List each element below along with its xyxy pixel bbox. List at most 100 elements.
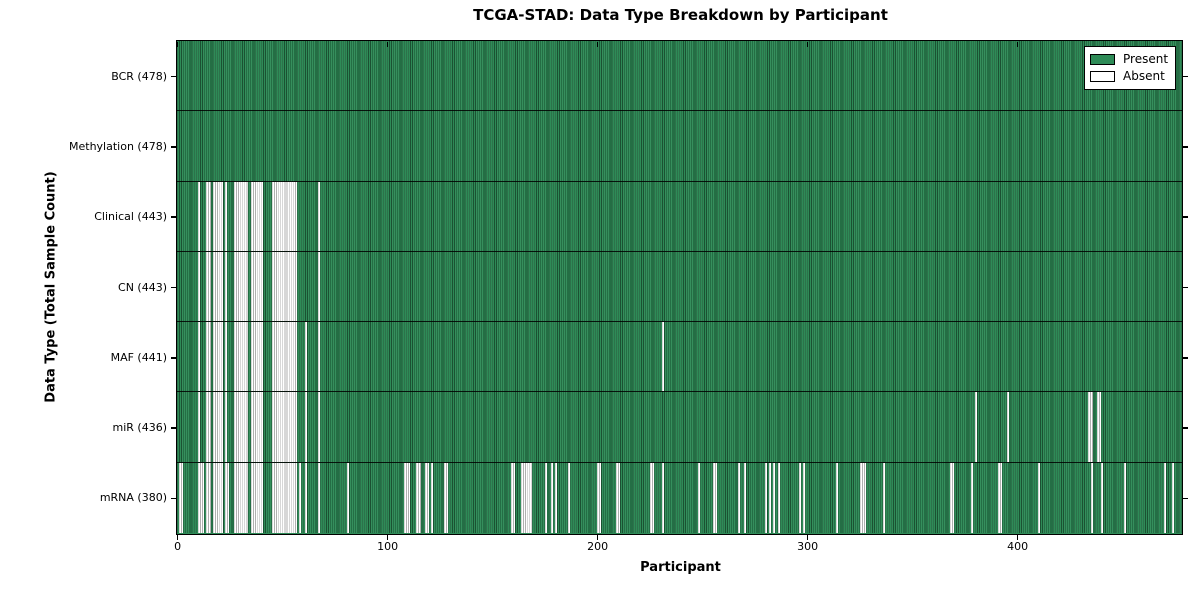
x-tick-mark-top — [806, 41, 809, 47]
absent-segment — [233, 181, 249, 251]
absent-segment — [198, 251, 201, 322]
x-tick-label-300: 300 — [797, 540, 819, 553]
y-tick-label-Clinical: Clinical (443) — [94, 210, 167, 224]
absent-segment — [544, 462, 547, 533]
absent-segment — [250, 251, 264, 322]
absent-segment — [1088, 392, 1093, 462]
y-tick-mark — [171, 286, 176, 289]
absent-segment — [225, 392, 228, 462]
y-tick-mark-right — [1183, 427, 1188, 429]
absent-segment — [198, 462, 205, 533]
legend-absent-label: Absent — [1123, 69, 1165, 83]
x-axis-title: Participant — [640, 560, 721, 575]
absent-segment — [521, 462, 532, 533]
absent-segment — [1164, 462, 1167, 533]
absent-segment — [662, 322, 665, 392]
absent-segment — [777, 462, 780, 533]
x-tick-mark — [596, 535, 599, 540]
heatmap-row-mRNA — [177, 462, 1182, 533]
absent-segment — [510, 462, 516, 533]
x-tick-mark — [806, 535, 809, 540]
y-tick-mark-right — [1183, 75, 1188, 78]
absent-segment — [773, 462, 776, 533]
x-tick-mark — [1016, 535, 1019, 540]
absent-segment — [615, 462, 621, 533]
absent-segment — [1090, 462, 1093, 533]
absent-segment — [233, 322, 249, 392]
absent-segment — [250, 462, 264, 533]
heatmap-row-Methylation — [177, 111, 1182, 182]
absent-segment — [649, 462, 654, 533]
absent-segment — [298, 462, 301, 533]
absent-segment — [1124, 462, 1127, 533]
absent-segment — [662, 462, 665, 533]
absent-segment — [233, 392, 249, 462]
y-tick-mark-right — [1183, 497, 1188, 500]
x-tick-mark-top — [386, 41, 389, 47]
absent-segment — [859, 462, 866, 533]
absent-segment — [416, 462, 421, 533]
absent-segment — [271, 181, 297, 251]
absent-segment — [271, 251, 297, 322]
y-tick-label-mRNA: mRNA (380) — [99, 491, 167, 505]
y-tick-mark-right — [1183, 216, 1188, 218]
absent-segment — [970, 462, 973, 533]
absent-segment — [802, 462, 805, 533]
absent-segment — [206, 251, 211, 322]
absent-segment — [317, 392, 320, 462]
x-tick-mark-top — [176, 41, 179, 47]
legend-present-label: Present — [1123, 52, 1169, 66]
absent-segment — [765, 462, 768, 533]
y-tick-mark — [171, 75, 176, 78]
absent-segment — [305, 322, 308, 392]
legend-present-swatch — [1090, 54, 1115, 65]
absent-segment — [769, 462, 772, 533]
y-tick-mark — [171, 357, 176, 359]
absent-segment — [233, 462, 249, 533]
absent-segment — [597, 462, 602, 533]
absent-segment — [250, 392, 264, 462]
absent-segment — [198, 322, 201, 392]
x-tick-label-100: 100 — [377, 540, 399, 553]
absent-segment — [998, 462, 1003, 533]
legend-item-absent: Absent — [1090, 68, 1169, 85]
absent-segment — [206, 181, 211, 251]
y-tick-label-BCR: BCR (478) — [111, 69, 167, 83]
absent-segment — [206, 462, 211, 533]
absent-segment — [317, 322, 320, 392]
x-tick-mark — [176, 535, 179, 540]
absent-segment — [882, 462, 885, 533]
x-tick-label-400: 400 — [1007, 540, 1029, 553]
y-tick-label-CN: CN (443) — [118, 280, 167, 294]
absent-segment — [949, 462, 954, 533]
absent-segment — [212, 392, 224, 462]
absent-segment — [212, 322, 224, 392]
absent-segment — [744, 462, 747, 533]
x-tick-mark — [386, 535, 389, 540]
y-tick-label-miR: miR (436) — [112, 421, 168, 434]
absent-segment — [198, 392, 201, 462]
absent-segment — [317, 251, 320, 322]
absent-segment — [443, 462, 448, 533]
absent-segment — [424, 462, 429, 533]
chart-title: TCGA-STAD: Data Type Breakdown by Partic… — [473, 6, 888, 24]
plot-area: Present Absent — [176, 40, 1183, 535]
absent-segment — [737, 462, 740, 533]
absent-segment — [305, 392, 308, 462]
heatmap-row-BCR — [177, 41, 1182, 112]
absent-segment — [225, 462, 230, 533]
y-tick-label-Methylation: Methylation (478) — [69, 139, 167, 153]
absent-segment — [271, 462, 297, 533]
absent-segment — [317, 181, 320, 251]
absent-segment — [403, 462, 411, 533]
heatmap-row-MAF — [177, 322, 1182, 393]
y-tick-mark-right — [1183, 146, 1188, 148]
absent-segment — [1038, 462, 1041, 533]
y-tick-mark-right — [1183, 357, 1188, 359]
absent-segment — [179, 462, 184, 533]
absent-segment — [225, 251, 228, 322]
absent-segment — [250, 322, 264, 392]
absent-segment — [212, 251, 224, 322]
heatmap-row-Clinical — [177, 181, 1182, 252]
x-tick-label-0: 0 — [174, 540, 182, 553]
